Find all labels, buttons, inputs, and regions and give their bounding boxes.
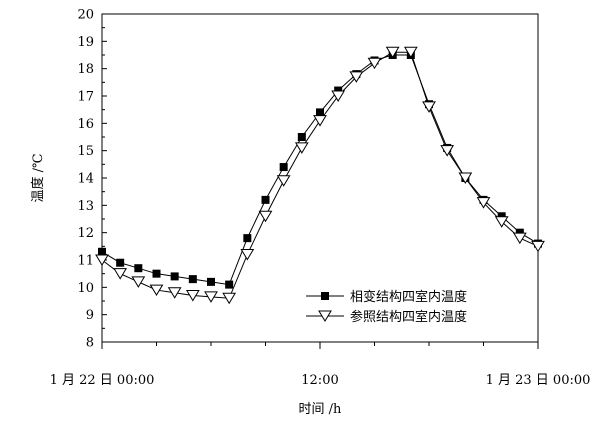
series-2-point [349, 71, 364, 83]
y-tick-label: 10 [77, 281, 94, 296]
x-tick-label: 1 月 22 日 00:00 [50, 373, 155, 388]
x-tick-label: 1 月 23 日 00:00 [486, 373, 591, 388]
y-tick-label: 14 [77, 172, 94, 187]
series-2-point [149, 284, 164, 297]
legend-label-1: 相变结构四室内温度 [350, 289, 467, 305]
series-2-point [131, 276, 146, 288]
series-1-point [134, 264, 143, 273]
x-tick-label: 12:00 [301, 373, 338, 388]
series-1-point [279, 163, 288, 172]
series-2-point [367, 57, 382, 70]
series-2-point [476, 197, 491, 209]
legend-marker-2 [318, 310, 332, 322]
series-2-point [276, 175, 291, 187]
plot-frame [101, 13, 539, 343]
y-tick-label: 9 [86, 308, 94, 323]
series-1-point [188, 275, 197, 284]
series-line-1 [101, 54, 539, 286]
series-2-point [113, 268, 128, 280]
series-1-point [297, 133, 306, 141]
series-2-point [531, 240, 545, 253]
series-2-point [258, 210, 273, 223]
y-axis-title: 温度 /℃ [30, 153, 46, 202]
series-2-point [240, 249, 255, 261]
series-1-point [316, 108, 324, 117]
series-2-point [313, 115, 327, 127]
series-2-point [95, 254, 109, 266]
series-2-point [512, 232, 527, 245]
y-tick-label: 19 [77, 35, 94, 50]
series-1-point [243, 234, 252, 243]
series-2-point [167, 287, 182, 299]
y-tick-label: 17 [77, 90, 94, 105]
series-line-2 [101, 51, 539, 299]
series-1-point [116, 258, 125, 267]
series-2-point [403, 46, 418, 59]
y-tick-label: 8 [86, 336, 94, 351]
series-1-point [261, 195, 270, 204]
y-tick-label: 11 [77, 254, 94, 269]
series-2-point [458, 172, 473, 184]
series-1-point [152, 269, 161, 278]
series-1-point [98, 247, 106, 256]
y-axis-ticks: 8 9 10 11 12 13 14 15 16 17 18 19 20 [77, 8, 107, 351]
series-1-point [207, 277, 215, 286]
y-tick-label: 16 [77, 117, 94, 132]
legend-marker-1 [321, 292, 329, 300]
legend-label-2: 参照结构四室内温度 [350, 309, 467, 325]
series-2-point [422, 101, 436, 113]
y-tick-label: 12 [77, 226, 94, 241]
series-2-point [222, 292, 237, 305]
y-tick-label: 13 [77, 199, 94, 214]
y-tick-label: 18 [77, 62, 94, 77]
y-tick-label: 15 [77, 144, 94, 159]
series-layer [95, 46, 545, 305]
legend: 相变结构四室内温度 参照结构四室内温度 [306, 289, 467, 325]
series-2-point [385, 46, 400, 59]
series-2-point [494, 216, 509, 228]
series-1-point [170, 272, 179, 281]
series-2-point [331, 90, 346, 102]
series-2-point [185, 290, 200, 302]
series-2-point [294, 142, 309, 154]
series-2-point [204, 291, 218, 303]
x-axis-ticks: 1 月 22 日 00:00 12:00 1 月 23 日 00:00 [50, 342, 591, 388]
x-axis-title: 时间 /h [299, 402, 343, 417]
series-2-point [440, 145, 455, 157]
series-1-point [225, 280, 234, 289]
y-tick-label: 20 [77, 8, 94, 23]
